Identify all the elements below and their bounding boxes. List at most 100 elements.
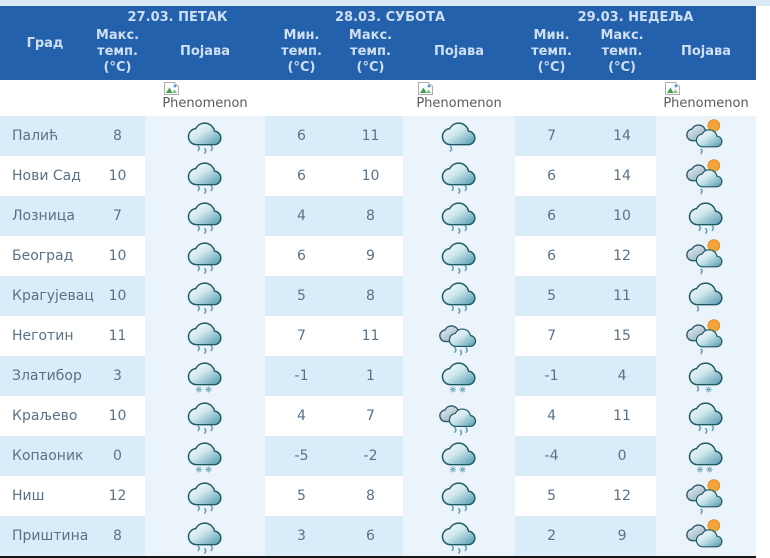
table-row: Лозница 7 4 8 6 10 xyxy=(0,195,757,236)
day1-max-temp: 8 xyxy=(90,115,145,156)
day2-min-temp: 6 xyxy=(265,115,338,156)
day2-min-temp: 6 xyxy=(265,155,338,196)
sun-clouds-light-rain-icon xyxy=(685,116,727,156)
day3-phenomenon-cell xyxy=(656,435,757,476)
table-row: Копаоник 0 -5 -2 -4 0 xyxy=(0,435,757,476)
bottom-border xyxy=(0,555,756,558)
day1-phenomenon-cell xyxy=(145,195,265,236)
day3-min-temp: -4 xyxy=(515,435,589,476)
light-rain-icon xyxy=(685,276,727,316)
day2-phenomenon-cell xyxy=(403,515,516,556)
day2-min-temp: 5 xyxy=(265,475,338,516)
col-header-phenomenon-day3: Појава xyxy=(656,28,757,80)
day1-max-temp: 11 xyxy=(90,315,145,356)
day3-phenomenon-cell xyxy=(656,115,757,156)
day1-max-temp: 3 xyxy=(90,355,145,396)
day2-phenomenon-cell xyxy=(403,195,516,236)
phenomenon-alt-text: Phenomenon xyxy=(162,95,248,111)
rain-icon xyxy=(685,396,727,436)
day1-phenomenon-cell xyxy=(145,275,265,316)
phenomenon-alt-text: Phenomenon xyxy=(416,95,502,111)
table-header: Град 27.03. ПЕТАК 28.03. СУБОТА 29.03. Н… xyxy=(0,6,757,116)
day3-max-temp: 11 xyxy=(588,275,657,316)
city-name: Краљево xyxy=(0,395,90,436)
phenomenon-alt-text: Phenomenon xyxy=(663,95,749,111)
snow-icon xyxy=(438,436,480,476)
day3-min-temp: 6 xyxy=(515,195,589,236)
day2-max-temp: 9 xyxy=(338,235,403,276)
rain-icon xyxy=(184,396,226,436)
day2-phenomenon-cell xyxy=(403,315,516,356)
day3-phenomenon-cell xyxy=(656,275,757,316)
day2-min-temp: 3 xyxy=(265,515,338,556)
rain-icon xyxy=(184,276,226,316)
snow-icon xyxy=(184,436,226,476)
day1-max-temp: 10 xyxy=(90,395,145,436)
city-column-header: Град xyxy=(0,6,90,80)
city-name: Неготин xyxy=(0,315,90,356)
day3-max-temp: 12 xyxy=(588,475,657,516)
day1-phenomenon-cell xyxy=(145,435,265,476)
phenomenon-legend-day2: Phenomenon xyxy=(403,79,516,116)
col-header-min-temp-day3: Мин. темп. (°C) xyxy=(515,28,589,80)
day1-phenomenon-cell xyxy=(145,395,265,436)
day1-phenomenon-cell xyxy=(145,355,265,396)
day2-min-temp: 5 xyxy=(265,275,338,316)
broken-image-icon xyxy=(418,81,434,95)
day3-max-temp: 0 xyxy=(588,435,657,476)
day3-max-temp: 4 xyxy=(588,355,657,396)
col-header-max-temp-day2: Макс. темп. (°C) xyxy=(338,28,403,80)
day2-phenomenon-cell xyxy=(403,395,516,436)
day2-max-temp: 7 xyxy=(338,395,403,436)
sun-clouds-light-rain-icon xyxy=(685,236,727,276)
rain-icon xyxy=(438,196,480,236)
day2-min-temp: 4 xyxy=(265,395,338,436)
day-header-sunday: 29.03. НЕДЕЉА xyxy=(515,6,757,28)
day3-max-temp: 10 xyxy=(588,195,657,236)
city-name: Лозница xyxy=(0,195,90,236)
day1-max-temp: 10 xyxy=(90,275,145,316)
rain-icon xyxy=(184,116,226,156)
day3-max-temp: 14 xyxy=(588,115,657,156)
day2-min-temp: -5 xyxy=(265,435,338,476)
phenomenon-legend-day3: Phenomenon xyxy=(656,79,757,116)
sun-clouds-light-rain-icon xyxy=(685,156,727,196)
city-name: Београд xyxy=(0,235,90,276)
day1-max-temp: 10 xyxy=(90,235,145,276)
day3-min-temp: 6 xyxy=(515,235,589,276)
day3-phenomenon-cell xyxy=(656,515,757,556)
day-header-friday: 27.03. ПЕТАК xyxy=(90,6,265,28)
clouds-rain-icon xyxy=(438,316,480,356)
day3-min-temp: 5 xyxy=(515,475,589,516)
col-header-max-temp-day3: Макс. темп. (°C) xyxy=(588,28,657,80)
day1-phenomenon-cell xyxy=(145,515,265,556)
table-row: Приштина 8 3 6 2 9 xyxy=(0,515,757,556)
table-row: Палић 8 6 11 7 14 xyxy=(0,115,757,156)
day3-min-temp: 5 xyxy=(515,275,589,316)
day2-phenomenon-cell xyxy=(403,435,516,476)
day2-phenomenon-cell xyxy=(403,235,516,276)
sun-clouds-light-rain-icon xyxy=(685,476,727,516)
day-header-saturday: 28.03. СУБОТА xyxy=(265,6,516,28)
rain-icon xyxy=(184,196,226,236)
day2-phenomenon-cell xyxy=(403,115,516,156)
day2-max-temp: 8 xyxy=(338,195,403,236)
day1-max-temp: 10 xyxy=(90,155,145,196)
weather-forecast-table: Град 27.03. ПЕТАК 28.03. СУБОТА 29.03. Н… xyxy=(0,6,757,556)
city-name: Златибор xyxy=(0,355,90,396)
day1-max-temp: 12 xyxy=(90,475,145,516)
day3-min-temp: 2 xyxy=(515,515,589,556)
light-rain-icon xyxy=(438,116,480,156)
day1-phenomenon-cell xyxy=(145,155,265,196)
day2-max-temp: 8 xyxy=(338,475,403,516)
rain-icon xyxy=(438,476,480,516)
broken-image-icon xyxy=(164,81,180,95)
day2-phenomenon-cell xyxy=(403,275,516,316)
top-strip xyxy=(0,0,770,6)
table-row: Неготин 11 7 11 7 15 xyxy=(0,315,757,356)
day3-min-temp: 7 xyxy=(515,115,589,156)
day2-phenomenon-cell xyxy=(403,475,516,516)
sun-clouds-light-rain-icon xyxy=(685,316,727,356)
table-row: Златибор 3 -1 1 -1 4 xyxy=(0,355,757,396)
col-header-max-temp-day1: Макс. темп. (°C) xyxy=(90,28,145,80)
